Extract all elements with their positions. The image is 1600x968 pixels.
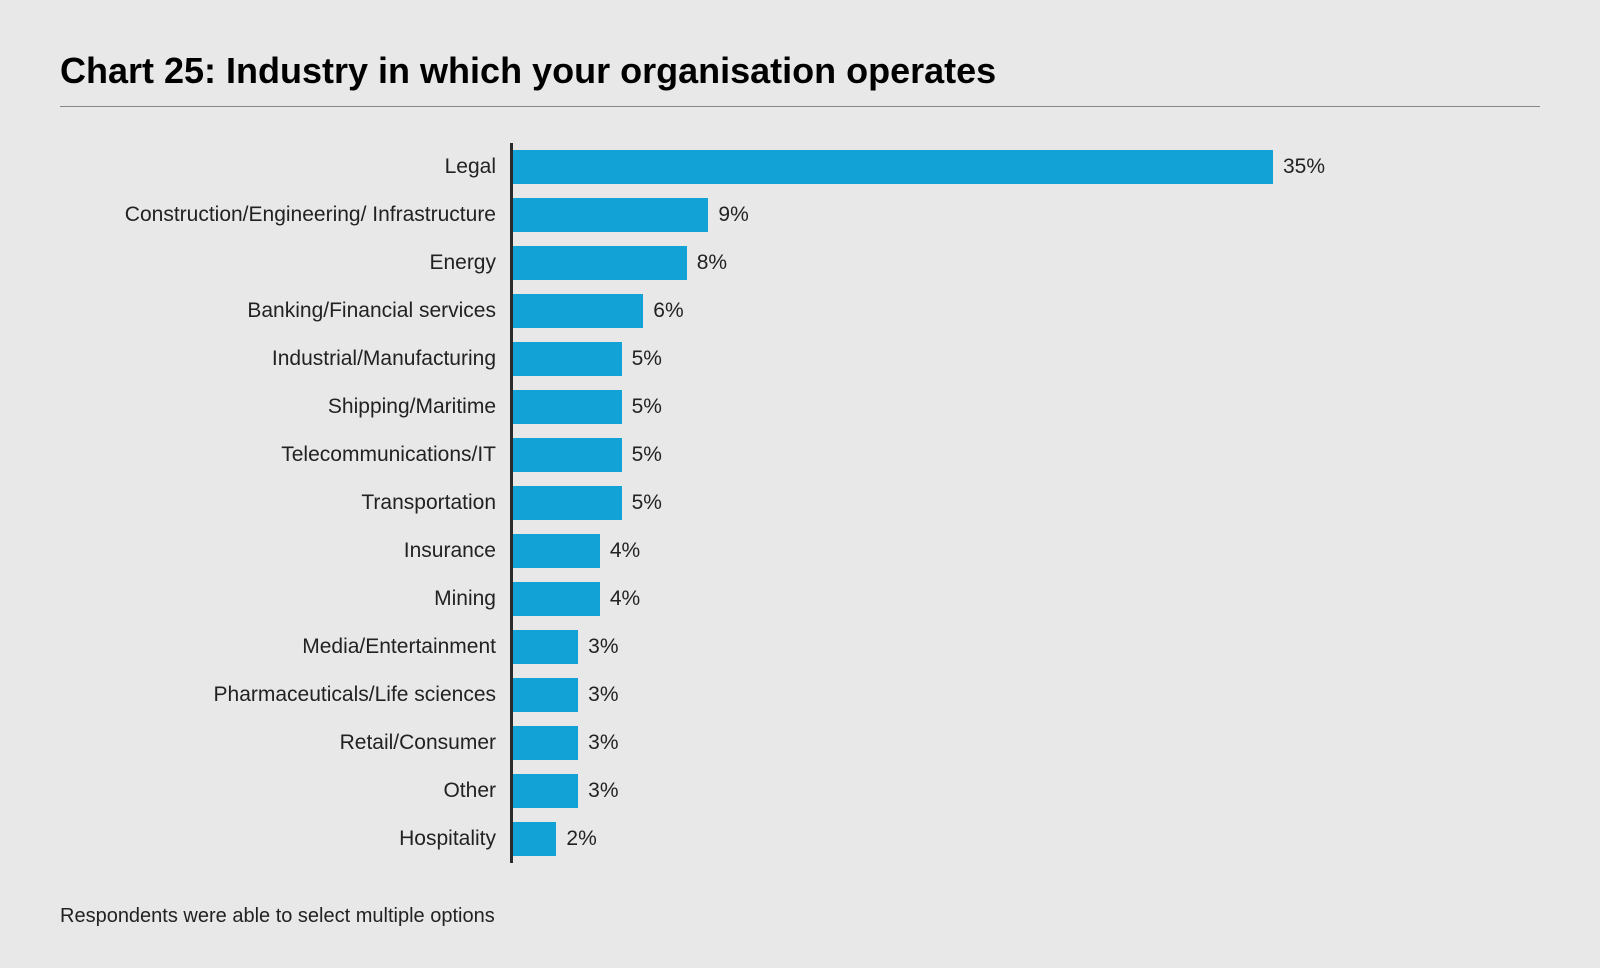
value-label: 5%	[632, 395, 662, 419]
bar-track: 4%	[513, 527, 1540, 575]
chart-title: Chart 25: Industry in which your organis…	[60, 50, 1540, 107]
category-label: Legal	[60, 155, 510, 179]
bar-row: Energy 8%	[60, 239, 1540, 287]
bar	[513, 822, 556, 856]
bar-row: Pharmaceuticals/Life sciences 3%	[60, 671, 1540, 719]
category-label: Transportation	[60, 491, 510, 515]
bar	[513, 150, 1273, 184]
category-label: Mining	[60, 587, 510, 611]
value-label: 4%	[610, 587, 640, 611]
bar-row: Mining 4%	[60, 575, 1540, 623]
value-label: 35%	[1283, 155, 1325, 179]
value-label: 3%	[588, 731, 618, 755]
bar-row: Other 3%	[60, 767, 1540, 815]
bar-track: 5%	[513, 431, 1540, 479]
bar-row: Legal 35%	[60, 143, 1540, 191]
value-label: 5%	[632, 491, 662, 515]
value-label: 9%	[718, 203, 748, 227]
bar-row: Industrial/Manufacturing 5%	[60, 335, 1540, 383]
category-label: Media/Entertainment	[60, 635, 510, 659]
value-label: 5%	[632, 443, 662, 467]
category-label: Construction/Engineering/ Infrastructure	[60, 203, 510, 227]
category-label: Hospitality	[60, 827, 510, 851]
category-label: Insurance	[60, 539, 510, 563]
bar-track: 2%	[513, 815, 1540, 863]
category-label: Energy	[60, 251, 510, 275]
value-label: 3%	[588, 779, 618, 803]
category-label: Shipping/Maritime	[60, 395, 510, 419]
bar-row: Hospitality 2%	[60, 815, 1540, 863]
bar-row: Shipping/Maritime 5%	[60, 383, 1540, 431]
bar	[513, 486, 622, 520]
category-label: Other	[60, 779, 510, 803]
category-label: Industrial/Manufacturing	[60, 347, 510, 371]
value-label: 3%	[588, 683, 618, 707]
bar-track: 3%	[513, 623, 1540, 671]
bar-track: 5%	[513, 335, 1540, 383]
bar	[513, 582, 600, 616]
bar	[513, 198, 708, 232]
value-label: 8%	[697, 251, 727, 275]
bar-track: 4%	[513, 575, 1540, 623]
category-label: Telecommunications/IT	[60, 443, 510, 467]
bar-row: Transportation 5%	[60, 479, 1540, 527]
bar	[513, 726, 578, 760]
bar	[513, 438, 622, 472]
bar-row: Banking/Financial services 6%	[60, 287, 1540, 335]
bar-row: Retail/Consumer 3%	[60, 719, 1540, 767]
bar	[513, 630, 578, 664]
category-label: Pharmaceuticals/Life sciences	[60, 683, 510, 707]
category-label: Banking/Financial services	[60, 299, 510, 323]
bar	[513, 342, 622, 376]
bar-row: Construction/Engineering/ Infrastructure…	[60, 191, 1540, 239]
bar	[513, 246, 687, 280]
chart-area: Legal 35% Construction/Engineering/ Infras…	[60, 143, 1540, 863]
bar-track: 9%	[513, 191, 1540, 239]
bar-row: Insurance 4%	[60, 527, 1540, 575]
bar	[513, 534, 600, 568]
bar-track: 3%	[513, 767, 1540, 815]
bar	[513, 294, 643, 328]
bar	[513, 774, 578, 808]
category-label: Retail/Consumer	[60, 731, 510, 755]
bar-track: 6%	[513, 287, 1540, 335]
bar	[513, 678, 578, 712]
bar-track: 3%	[513, 671, 1540, 719]
bar-row: Telecommunications/IT 5%	[60, 431, 1540, 479]
bar-track: 35%	[513, 143, 1540, 191]
value-label: 4%	[610, 539, 640, 563]
bar-track: 3%	[513, 719, 1540, 767]
value-label: 6%	[653, 299, 683, 323]
bar-row: Media/Entertainment 3%	[60, 623, 1540, 671]
value-label: 2%	[566, 827, 596, 851]
bar-track: 8%	[513, 239, 1540, 287]
bar-track: 5%	[513, 479, 1540, 527]
value-label: 5%	[632, 347, 662, 371]
value-label: 3%	[588, 635, 618, 659]
chart-footnote: Respondents were able to select multiple…	[60, 905, 1540, 928]
bar	[513, 390, 622, 424]
bar-track: 5%	[513, 383, 1540, 431]
